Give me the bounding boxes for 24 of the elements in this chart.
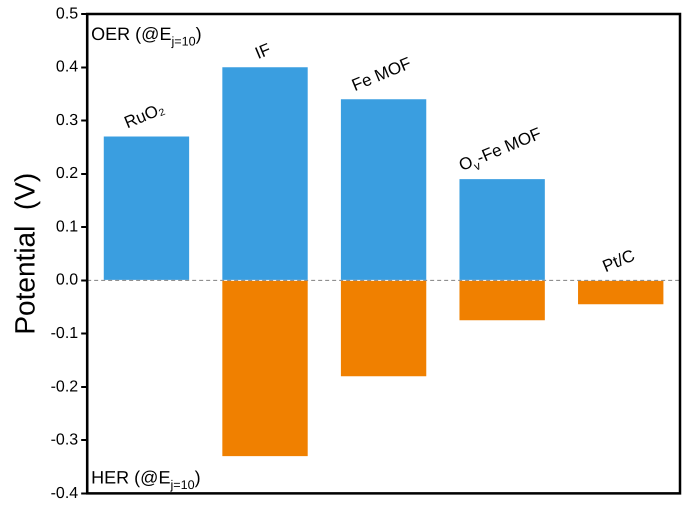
x-tick-label: Ov-Fe MOF: [456, 124, 544, 175]
x-tick-label: RuO₂: [122, 98, 168, 132]
bar: [459, 280, 545, 320]
bar: [104, 136, 190, 280]
y-tick-label: 0.1: [56, 218, 78, 236]
y-tick-label: 0.2: [56, 165, 78, 182]
y-tick-label: 0.4: [56, 58, 78, 76]
bar: [340, 280, 426, 376]
x-tick-label: IF: [252, 40, 274, 63]
y-tick-label: -0.3: [50, 432, 78, 449]
bar: [222, 280, 308, 456]
y-tick-label: -0.1: [50, 325, 78, 342]
y-tick-label: 0.5: [56, 5, 78, 22]
y-axis-title: Potential (V): [10, 172, 41, 335]
y-tick-label: 0.0: [56, 272, 78, 289]
bar: [459, 179, 545, 280]
bar: [340, 99, 426, 280]
y-tick-label: -0.4: [50, 484, 78, 502]
bar: [222, 67, 308, 280]
y-tick-label: -0.2: [50, 378, 78, 396]
bar: [578, 280, 664, 304]
x-tick-label: Fe MOF: [349, 54, 414, 95]
x-tick-label: Pt/C: [600, 246, 638, 276]
y-tick-label: 0.3: [56, 112, 78, 129]
